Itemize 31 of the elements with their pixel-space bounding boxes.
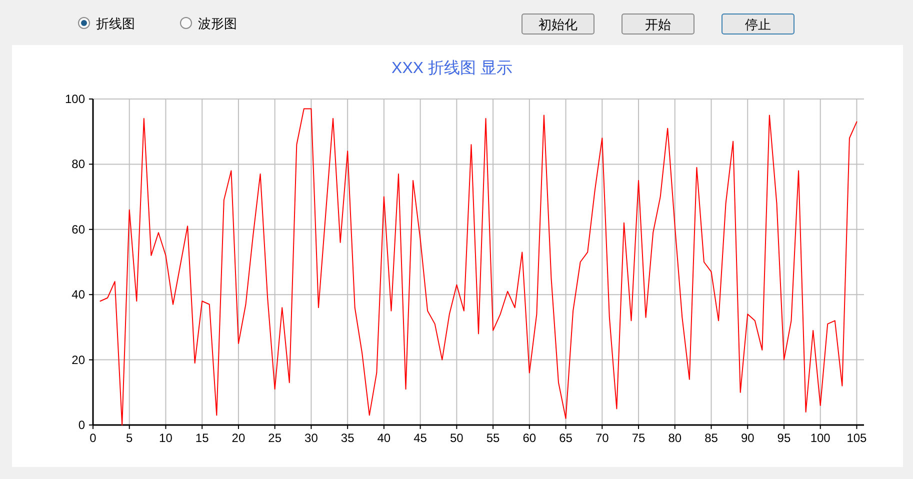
x-tick-label: 70 — [595, 431, 610, 445]
y-tick-label: 0 — [78, 418, 86, 432]
controls: 折线图 波形图 初始化 开始 停止 — [78, 14, 794, 34]
x-tick-label: 60 — [522, 431, 536, 445]
x-tick-label: 100 — [810, 431, 831, 445]
x-tick-label: 0 — [90, 431, 97, 445]
x-tick-label: 35 — [340, 431, 355, 445]
x-tick-label: 25 — [268, 431, 282, 445]
x-tick-label: 90 — [740, 431, 755, 445]
x-tick-label: 20 — [232, 431, 246, 445]
y-tick-label: 40 — [72, 288, 86, 302]
y-tick-label: 20 — [72, 352, 86, 367]
chart-title: XXX 折线图 显示 — [392, 59, 512, 77]
y-tick-label: 60 — [72, 222, 86, 236]
x-tick-label: 55 — [486, 431, 500, 445]
x-tick-label: 95 — [777, 431, 791, 445]
x-tick-label: 10 — [159, 431, 173, 445]
x-tick-label: 105 — [846, 431, 868, 445]
x-tick-label: 65 — [559, 431, 573, 445]
x-tick-label: 45 — [414, 431, 428, 445]
x-tick-label: 85 — [704, 431, 718, 445]
x-tick-label: 30 — [304, 431, 318, 445]
x-tick-label: 15 — [195, 431, 210, 445]
x-tick-label: 80 — [668, 431, 682, 445]
line-series — [100, 108, 858, 426]
x-tick-label: 5 — [126, 431, 134, 445]
y-tick-label: 100 — [64, 92, 86, 106]
x-tick-label: 50 — [450, 431, 464, 445]
y-tick-label: 80 — [72, 157, 86, 172]
x-tick-label: 75 — [632, 431, 646, 445]
x-tick-label: 40 — [377, 431, 391, 445]
